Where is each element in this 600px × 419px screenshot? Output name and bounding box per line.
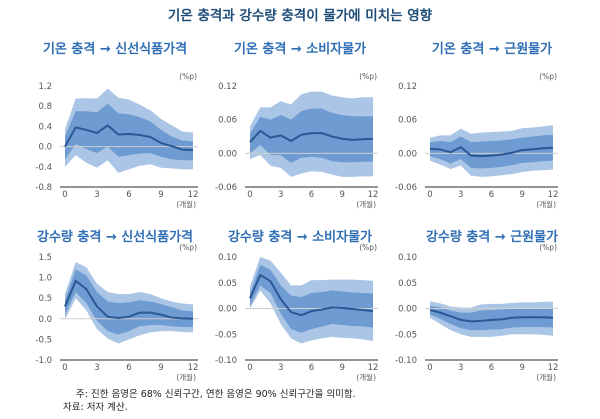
y-tick-label: 0.8 xyxy=(38,102,52,112)
y-unit: (%p) xyxy=(179,72,197,81)
ci68-band xyxy=(430,134,553,169)
y-tick-label: 1.0 xyxy=(38,274,52,284)
panel-6: 강수량 충격 → 근원물가(%p) 0.10 0.05 0.00 -0.05 -0.10 0… xyxy=(395,229,558,382)
panel-5: 강수량 충격 → 소비자물가(%p) 0.10 0.05 0.00 -0.05 -0.10… xyxy=(215,229,378,382)
x-tick-label: 3 xyxy=(278,363,283,373)
x-unit: (개월) xyxy=(176,199,196,209)
y-tick-label: 0.05 xyxy=(398,279,417,289)
panel-2: 기온 충격 → 소비자물가 (%p) 0.12 0.06 0.00 -0.06 0 3 6 9 12… xyxy=(215,41,378,209)
x-tick-label: 6 xyxy=(126,363,131,373)
y-tick-label: 0.5 xyxy=(38,294,52,304)
ci68-band xyxy=(430,305,553,331)
x-tick-label: 6 xyxy=(489,363,494,373)
y-tick-label: 0.00 xyxy=(398,149,417,159)
panel-title: 기온 충격 → 신선식품가격 xyxy=(43,41,187,57)
x-tick-label: 9 xyxy=(340,363,345,373)
x-tick-label: 3 xyxy=(278,190,283,200)
x-tick-label: 12 xyxy=(188,363,199,373)
y-unit: (%p) xyxy=(539,243,557,252)
ci68-band xyxy=(250,108,373,163)
y-tick-label: -0.06 xyxy=(395,183,417,193)
x-tick-label: 12 xyxy=(368,190,379,200)
panel-title: 기온 충격 → 소비자물가 xyxy=(234,41,366,57)
x-tick-label: 3 xyxy=(458,190,463,200)
y-tick-label: -0.4 xyxy=(35,163,52,173)
y-tick-label: 0.06 xyxy=(398,116,417,126)
panel-title: 강수량 충격 → 신선식품가격 xyxy=(37,229,193,245)
x-unit: (개월) xyxy=(536,199,556,209)
y-tick-label: 1.2 xyxy=(38,82,52,92)
y-tick-label: 0.06 xyxy=(218,116,237,126)
panel-title: 강수량 충격 → 소비자물가 xyxy=(228,229,372,245)
x-tick-label: 3 xyxy=(458,363,463,373)
x-tick-label: 0 xyxy=(427,190,432,200)
x-tick-label: 9 xyxy=(158,363,163,373)
y-tick-label: 0.10 xyxy=(218,253,237,263)
x-tick-label: 6 xyxy=(489,190,494,200)
panel-4: 강수량 충격 → 신선식품가격(%p) 1.5 1.0 0.5 0.0 -0.5 -1.0 0… xyxy=(35,229,198,382)
y-tick-label: 0.12 xyxy=(398,82,417,92)
x-tick-label: 12 xyxy=(548,363,559,373)
figure-title: 기온 충격과 강수량 충격이 물가에 미치는 영향 xyxy=(168,7,433,24)
y-tick-label: 0.12 xyxy=(218,82,237,92)
y-unit: (%p) xyxy=(359,72,377,81)
x-unit: (개월) xyxy=(356,199,376,209)
panel-title: 강수량 충격 → 근원물가 xyxy=(426,229,558,245)
x-tick-label: 6 xyxy=(309,190,314,200)
y-tick-label: 0.00 xyxy=(398,305,417,315)
x-tick-label: 9 xyxy=(520,190,525,200)
y-tick-label: -0.05 xyxy=(215,330,237,340)
x-tick-label: 12 xyxy=(188,190,199,200)
x-tick-label: 3 xyxy=(94,190,99,200)
y-tick-label: -1.0 xyxy=(35,356,52,366)
y-tick-label: 0.05 xyxy=(218,279,237,289)
x-tick-label: 0 xyxy=(427,363,432,373)
x-tick-label: 9 xyxy=(520,363,525,373)
y-tick-label: -0.8 xyxy=(35,183,52,193)
footnote-note: 주: 진한 음영은 68% 신뢰구간, 연한 음영은 90% 신뢰구간을 의미함… xyxy=(76,389,356,400)
y-unit: (%p) xyxy=(539,72,557,81)
x-tick-label: 0 xyxy=(247,190,252,200)
y-unit: (%p) xyxy=(359,243,377,252)
x-tick-label: 0 xyxy=(247,363,252,373)
y-tick-label: 0.4 xyxy=(38,122,52,132)
y-tick-label: 0.00 xyxy=(218,149,237,159)
x-tick-label: 0 xyxy=(62,363,67,373)
y-tick-label: -0.05 xyxy=(395,330,417,340)
x-tick-label: 3 xyxy=(94,363,99,373)
ci68-band xyxy=(65,103,193,161)
y-tick-label: -0.10 xyxy=(215,356,237,366)
x-tick-label: 6 xyxy=(126,190,131,200)
x-unit: (개월) xyxy=(536,372,556,382)
y-tick-label: -0.06 xyxy=(215,183,237,193)
x-tick-label: 12 xyxy=(368,363,379,373)
y-tick-label: -0.10 xyxy=(395,356,417,366)
x-unit: (개월) xyxy=(356,372,376,382)
ci68-band xyxy=(65,269,193,335)
x-tick-label: 9 xyxy=(158,190,163,200)
y-unit: (%p) xyxy=(179,243,197,252)
x-tick-label: 6 xyxy=(309,363,314,373)
x-unit: (개월) xyxy=(176,372,196,382)
y-tick-label: 0.00 xyxy=(218,305,237,315)
panel-1: 기온 충격 → 신선식품가격 (%p) 1.2 0.8 0.4 0.0 -0.4 -0.8 0 3… xyxy=(35,41,198,209)
ci68-band xyxy=(250,264,373,333)
y-tick-label: 0.10 xyxy=(398,253,417,263)
footnote-source: 자료: 저자 계산. xyxy=(63,401,128,413)
y-tick-label: 1.5 xyxy=(38,253,52,263)
y-tick-label: 0.0 xyxy=(38,143,52,153)
y-tick-label: 0.0 xyxy=(38,315,52,325)
panel-3: 기온 충격 → 근원물가 (%p) 0.12 0.06 0.00 -0.06 0 3 6 9 12(… xyxy=(395,41,558,209)
x-tick-label: 9 xyxy=(340,190,345,200)
x-tick-label: 0 xyxy=(62,190,67,200)
x-tick-label: 12 xyxy=(548,190,559,200)
panel-title: 기온 충격 → 근원물가 xyxy=(432,41,552,57)
y-tick-label: -0.5 xyxy=(35,335,52,345)
